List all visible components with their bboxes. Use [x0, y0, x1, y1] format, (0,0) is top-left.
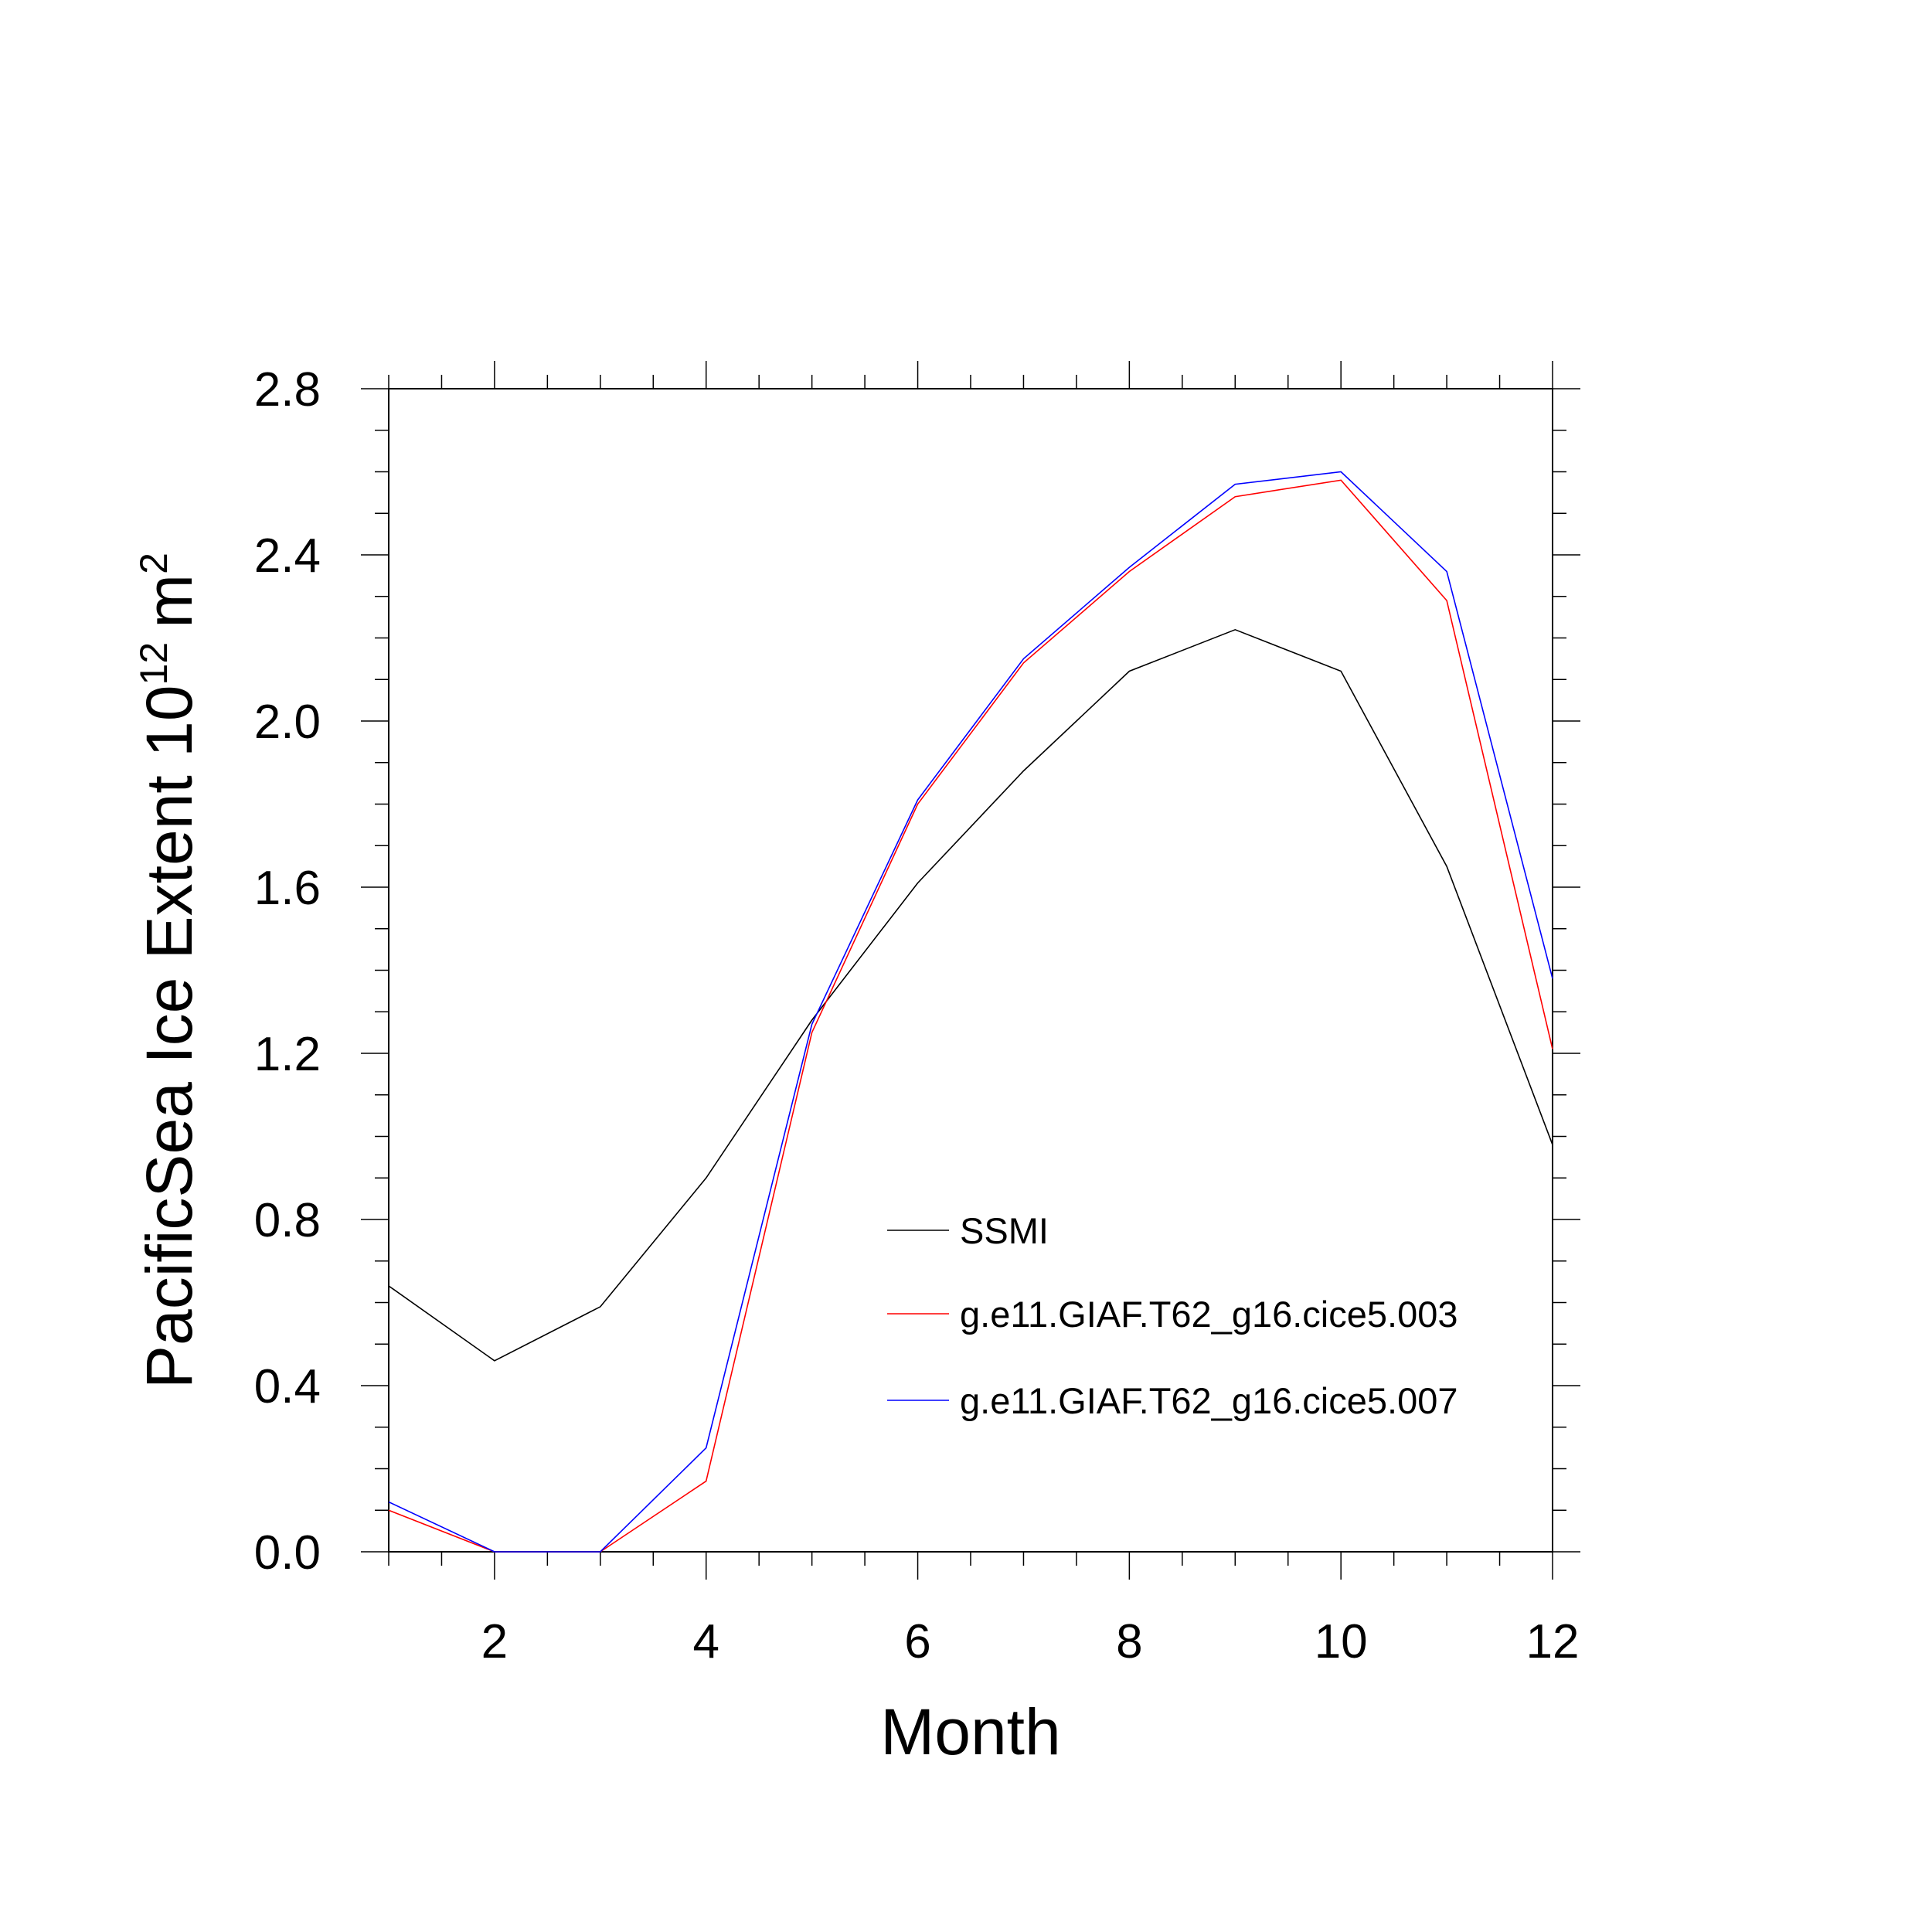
y-tick-label: 1.2 [254, 1028, 321, 1081]
y-axis-title: PacificSea Ice Extent 1012 m2 [132, 553, 206, 1389]
y-tick-label: 0.0 [254, 1526, 321, 1580]
y-tick-label: 2.4 [254, 529, 321, 583]
legend-label: g.e11.GIAF.T62_g16.cice5.007 [960, 1380, 1458, 1421]
y-tick-label: 2.8 [254, 363, 321, 417]
y-axis-title-unit: m [133, 574, 206, 628]
x-tick-label: 2 [481, 1615, 508, 1668]
y-axis-title-main: PacificSea Ice Extent 10 [133, 685, 206, 1389]
x-tick-label: 4 [692, 1615, 719, 1668]
y-axis-title-unit-exp: 2 [132, 553, 175, 574]
y-tick-label: 0.4 [254, 1360, 321, 1413]
y-tick-label: 0.8 [254, 1194, 321, 1247]
y-tick-labels: 0.0 0.4 0.8 1.2 1.6 2.0 2.4 2.8 [254, 363, 321, 1580]
y-axis-title-exp: 12 [132, 642, 175, 685]
x-tick-labels: 2 4 6 8 10 12 [481, 1615, 1580, 1668]
legend-label: g.e11.GIAF.T62_g16.cice5.003 [960, 1294, 1458, 1335]
x-tick-label: 8 [1116, 1615, 1142, 1668]
x-tick-label: 12 [1526, 1615, 1580, 1668]
legend: SSMI g.e11.GIAF.T62_g16.cice5.003 g.e11.GI… [887, 1210, 1458, 1421]
x-tick-label: 10 [1315, 1615, 1368, 1668]
x-axis-title: Month [880, 1696, 1060, 1768]
y-tick-label: 2.0 [254, 696, 321, 749]
y-tick-label: 1.6 [254, 862, 321, 915]
series-line-3 [388, 471, 1553, 1553]
tick-marks [361, 361, 1580, 1580]
plot-frame [388, 388, 1553, 1553]
legend-label: SSMI [960, 1210, 1049, 1251]
x-tick-label: 6 [904, 1615, 930, 1668]
series-line-1 [388, 628, 1553, 1362]
series-lines [388, 471, 1553, 1553]
